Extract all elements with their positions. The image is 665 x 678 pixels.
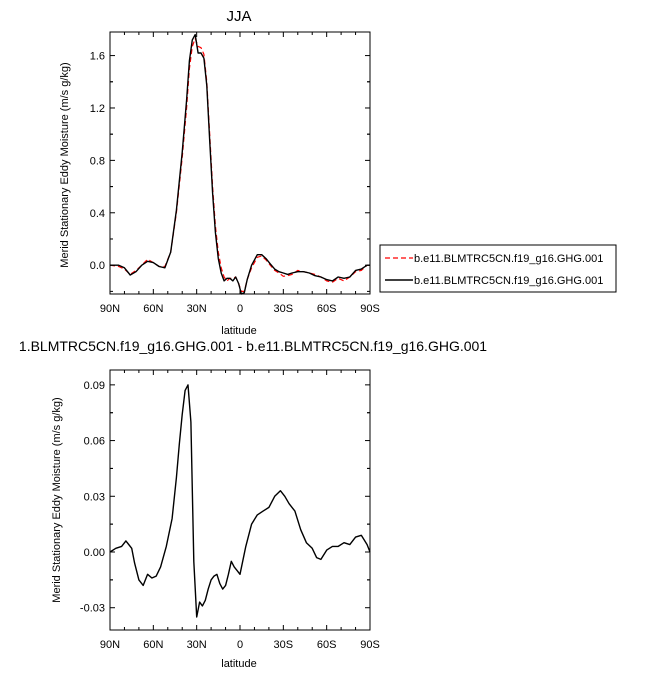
bottom-y-tick-label: 0.09 (84, 380, 105, 392)
legend-box (379, 244, 617, 293)
top-panel-title: JJA (226, 8, 251, 25)
bottom-x-tick-label: 30N (187, 639, 207, 651)
top-x-tick-label: 30S (274, 303, 294, 315)
top-x-tick-label: 60N (143, 303, 163, 315)
top-y-tick-label: 0.0 (90, 260, 105, 272)
top-x-tick-label: 60S (317, 303, 337, 315)
bottom-x-tick-label: 0 (237, 639, 243, 651)
top-y-tick-label: 1.2 (90, 103, 105, 115)
bottom-x-tick-label: 60N (143, 639, 163, 651)
top-series-line-1 (110, 33, 370, 295)
top-panel: JJA 90N 60N 30N 0 30S 60S 90S 0.0 0.4 0.8 1.2 1.6 l… (59, 8, 380, 337)
legend: b.e11.BLMTRC5CN.f19_g16.GHG.001 b.e11.BL… (379, 244, 617, 293)
bottom-series-line-0 (109, 384, 371, 618)
bottom-x-tick-label: 90N (100, 639, 120, 651)
top-x-tick-label: 30N (187, 303, 207, 315)
top-plot-area: 90N 60N 30N 0 30S 60S 90S 0.0 0.4 0.8 1.2 1.6 (90, 31, 380, 315)
top-y-tick-label: 0.8 (90, 155, 105, 167)
top-y-tick-label: 0.4 (90, 208, 105, 220)
bottom-panel-ylabel: Merid Stationary Eddy Moisture (m/s g/kg… (51, 397, 63, 602)
top-panel-ylabel: Merid Stationary Eddy Moisture (m/s g/kg… (59, 62, 71, 267)
legend-entry-red: b.e11.BLMTRC5CN.f19_g16.GHG.001 (414, 253, 603, 265)
bottom-x-tick-label: 30S (274, 639, 294, 651)
bottom-y-tick-label: 0.03 (84, 491, 105, 503)
bottom-y-tick-label: 0.06 (84, 436, 105, 448)
top-y-tick-label: 1.6 (90, 51, 105, 63)
bottom-plot-area: 90N 60N 30N 0 30S 60S 90S -0.03 0.00 0.03 0.06 0.09 (80, 369, 380, 651)
legend-entry-black: b.e11.BLMTRC5CN.f19_g16.GHG.001 (414, 275, 603, 287)
top-x-tick-label: 90S (360, 303, 380, 315)
top-plot-frame (109, 31, 371, 295)
top-panel-xlabel: latitude (221, 325, 256, 337)
bottom-panel-xlabel: latitude (221, 658, 256, 670)
bottom-panel-title: 1.BLMTRC5CN.f19_g16.GHG.001 - b.e11.BLMT… (19, 338, 487, 354)
bottom-panel: 1.BLMTRC5CN.f19_g16.GHG.001 - b.e11.BLMT… (19, 338, 487, 670)
bottom-plot-frame (109, 369, 371, 631)
bottom-y-tick-label: 0.00 (84, 547, 105, 559)
top-x-tick-label: 0 (237, 303, 243, 315)
bottom-x-tick-label: 60S (317, 639, 337, 651)
bottom-x-tick-label: 90S (360, 639, 380, 651)
bottom-y-tick-label: -0.03 (80, 603, 105, 615)
top-x-tick-label: 90N (100, 303, 120, 315)
top-series-line-0 (109, 37, 370, 292)
